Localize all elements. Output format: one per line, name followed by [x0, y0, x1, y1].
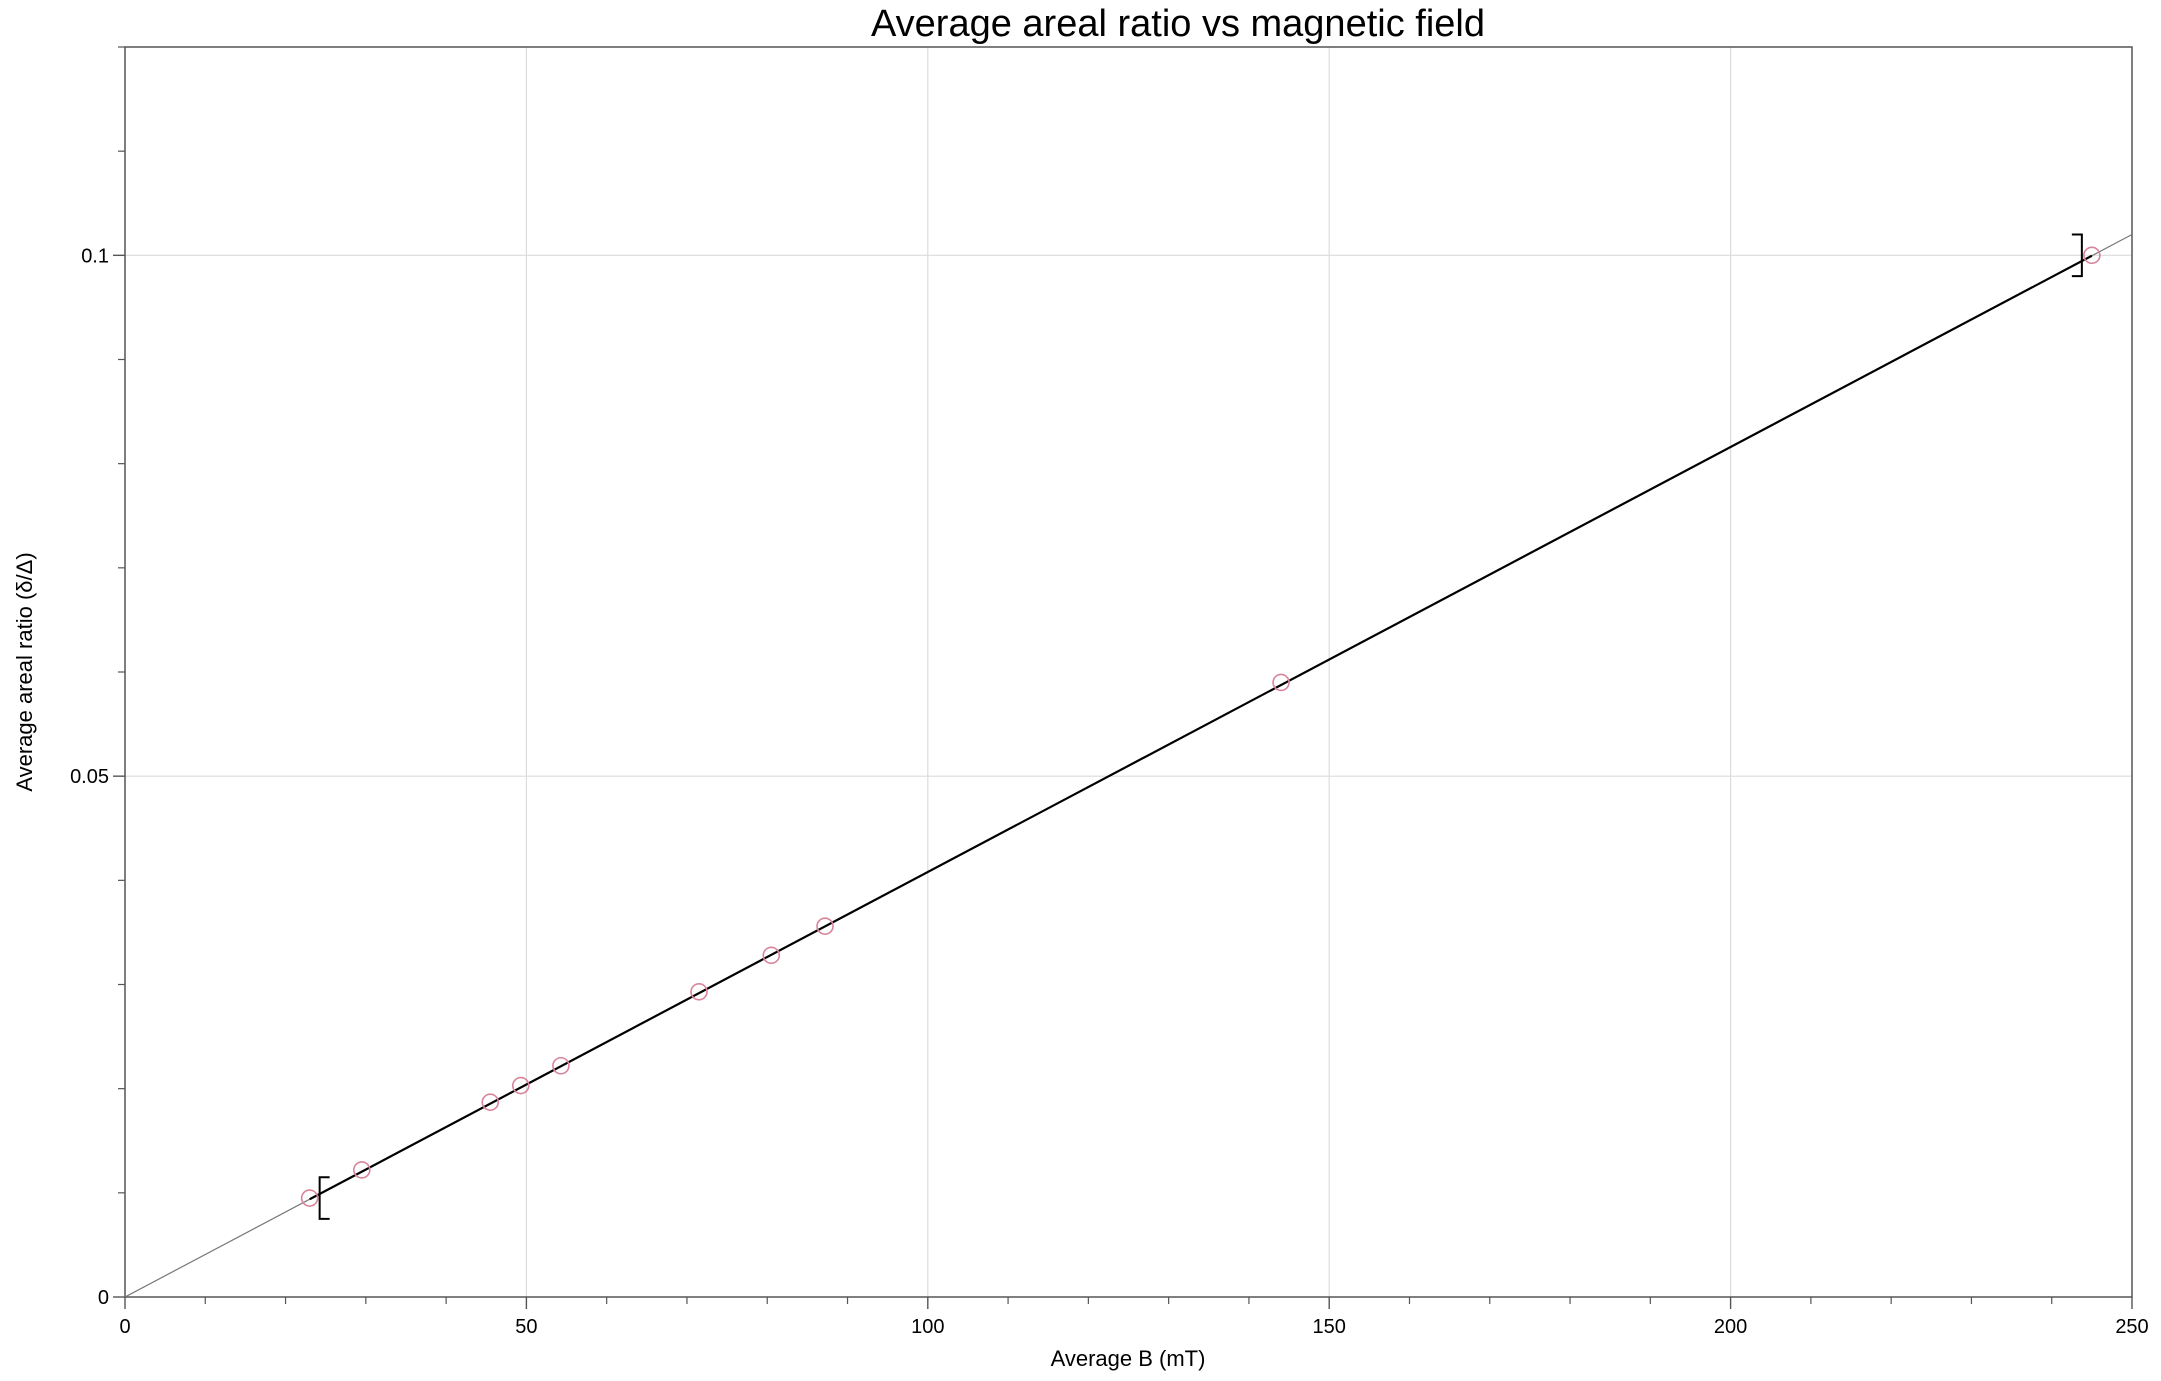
y-axis-label: Average areal ratio (δ/Δ) [12, 552, 37, 791]
x-tick-label: 150 [1313, 1316, 1346, 1338]
grid [125, 47, 2132, 1297]
data-point [300, 1189, 319, 1207]
y-tick-label: 0 [98, 1287, 109, 1309]
range-start-bracket [318, 1176, 330, 1220]
fit-line [124, 233, 2133, 1298]
y-tick-label: 0.1 [81, 245, 109, 267]
y-tick-label: 0.05 [70, 766, 109, 788]
data-point [2083, 246, 2101, 265]
x-tick-label: 0 [119, 1316, 130, 1338]
range-end-bracket [2071, 233, 2083, 278]
chart-title: Average areal ratio vs magnetic field [871, 3, 1485, 45]
data-point [353, 1161, 371, 1179]
x-tick-label: 100 [911, 1316, 944, 1338]
data-point [1272, 673, 1290, 692]
data-point [690, 982, 708, 1001]
data-point [762, 946, 781, 965]
data-points [300, 246, 2101, 1207]
data-point [511, 1076, 530, 1095]
error-brackets [318, 233, 2083, 1220]
fit-line-range [309, 254, 2093, 1201]
x-axis-label: Average B (mT) [1051, 1346, 1206, 1371]
x-tick-label: 200 [1714, 1316, 1747, 1338]
data-point [816, 917, 834, 935]
x-tick-label: 250 [2115, 1316, 2148, 1338]
data-point [481, 1093, 500, 1112]
ticks: 0 50 100 150 200 250 0 0.05 0.1 [70, 46, 2149, 1338]
data-point [552, 1056, 570, 1075]
plot-frame [124, 46, 2133, 1298]
x-tick-label: 50 [515, 1316, 537, 1338]
